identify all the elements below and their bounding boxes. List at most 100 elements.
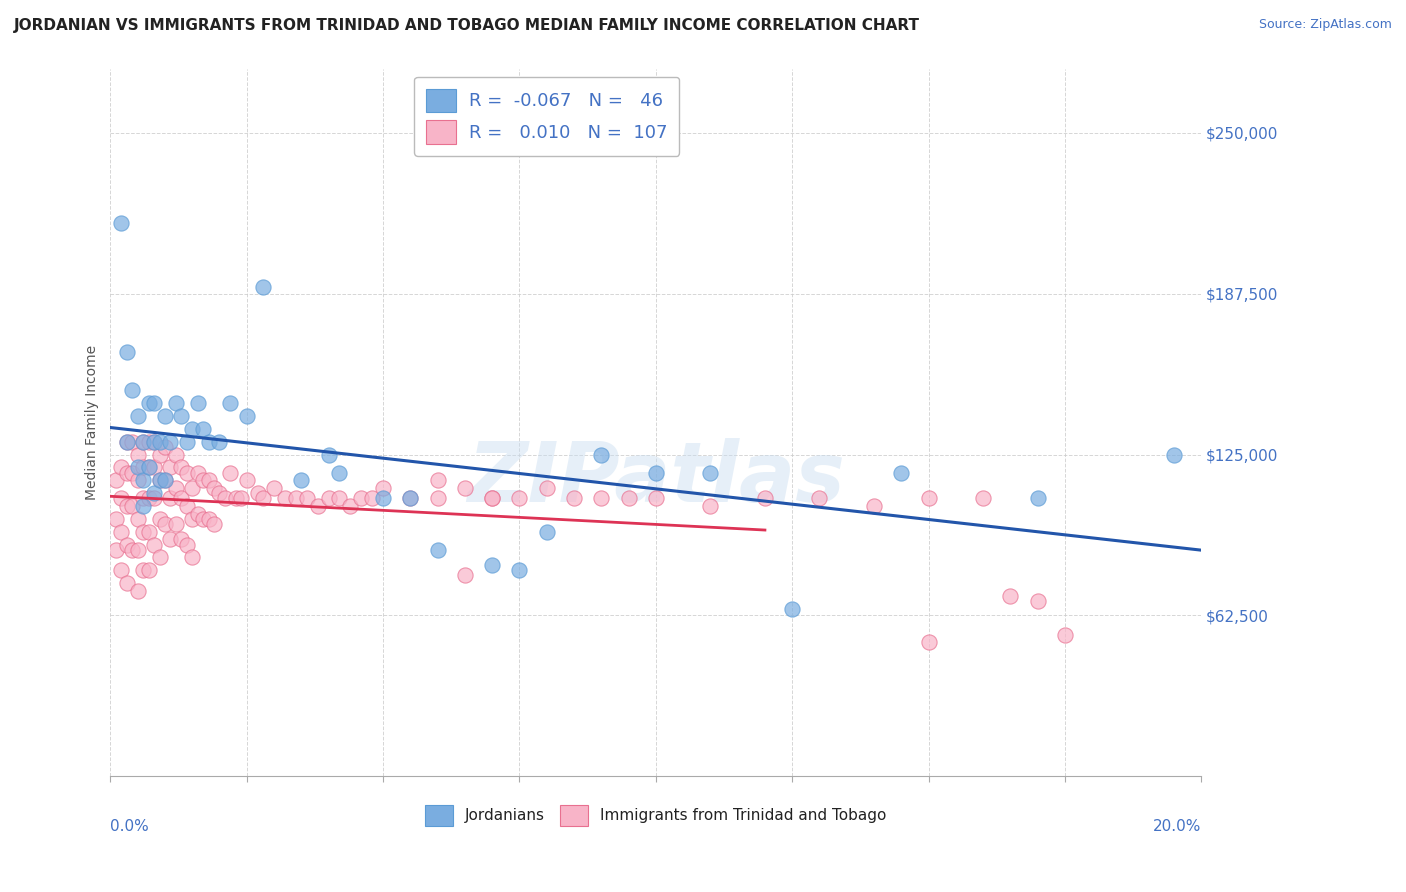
Point (138, 396, 160, 410)
Point (780, 602, 803, 616)
Point (148, 434, 170, 449)
Point (143, 538, 166, 552)
Point (290, 473, 312, 487)
Point (148, 550, 170, 565)
Point (132, 434, 155, 449)
Point (181, 550, 204, 565)
Point (165, 396, 187, 410)
Point (115, 434, 138, 449)
Point (127, 583, 149, 598)
Point (143, 434, 166, 449)
Point (127, 512, 149, 526)
Point (110, 491, 132, 506)
Point (274, 491, 297, 506)
Point (176, 434, 198, 449)
Point (917, 635, 939, 649)
Point (191, 512, 214, 526)
Point (127, 460, 149, 475)
Point (127, 473, 149, 487)
Point (132, 473, 155, 487)
Point (115, 344, 138, 359)
Point (361, 491, 384, 506)
Point (1053, 627, 1076, 641)
Point (153, 440, 176, 454)
Point (143, 486, 166, 500)
Point (148, 473, 170, 487)
Point (115, 576, 138, 591)
Legend: Jordanians, Immigrants from Trinidad and Tobago: Jordanians, Immigrants from Trinidad and… (419, 798, 893, 832)
Y-axis label: Median Family Income: Median Family Income (86, 345, 100, 500)
Point (153, 409, 176, 423)
Point (165, 481, 187, 495)
Point (399, 491, 422, 506)
Point (132, 499, 155, 513)
Point (187, 466, 209, 480)
Point (159, 491, 181, 506)
Point (202, 481, 225, 495)
Point (138, 491, 160, 506)
Point (236, 473, 259, 487)
Point (699, 499, 721, 513)
Point (917, 491, 939, 506)
Point (328, 491, 350, 506)
Point (972, 491, 994, 506)
Point (219, 396, 242, 410)
Point (170, 533, 193, 547)
Point (159, 434, 181, 449)
Point (176, 466, 198, 480)
Point (110, 460, 132, 475)
Point (754, 491, 776, 506)
Point (153, 473, 176, 487)
Point (191, 422, 214, 436)
Point (399, 491, 422, 506)
Point (104, 512, 127, 526)
Point (1026, 594, 1049, 608)
Point (138, 460, 160, 475)
Point (508, 563, 530, 577)
Point (132, 434, 155, 449)
Point (181, 512, 204, 526)
Point (165, 448, 187, 462)
Point (138, 563, 160, 577)
Point (246, 486, 269, 500)
Point (159, 533, 181, 547)
Point (197, 473, 219, 487)
Point (252, 280, 274, 294)
Point (121, 542, 143, 557)
Point (153, 473, 176, 487)
Text: JORDANIAN VS IMMIGRANTS FROM TRINIDAD AND TOBAGO MEDIAN FAMILY INCOME CORRELATIO: JORDANIAN VS IMMIGRANTS FROM TRINIDAD AN… (14, 18, 920, 33)
Point (115, 499, 138, 513)
Point (127, 542, 149, 557)
Point (115, 538, 138, 552)
Point (121, 466, 143, 480)
Text: 0.0%: 0.0% (111, 819, 149, 834)
Point (1000, 589, 1022, 603)
Point (236, 409, 259, 423)
Point (143, 491, 166, 506)
Point (644, 491, 666, 506)
Point (121, 499, 143, 513)
Point (187, 396, 209, 410)
Point (454, 568, 477, 582)
Point (197, 512, 219, 526)
Point (143, 396, 166, 410)
Point (591, 448, 613, 462)
Point (170, 491, 193, 506)
Point (536, 481, 558, 495)
Point (110, 524, 132, 539)
Point (153, 516, 176, 531)
Point (1026, 491, 1049, 506)
Point (481, 491, 503, 506)
Point (1163, 448, 1185, 462)
Point (159, 460, 181, 475)
Point (121, 434, 143, 449)
Point (104, 473, 127, 487)
Point (138, 460, 160, 475)
Point (318, 491, 340, 506)
Point (263, 481, 285, 495)
Point (339, 499, 361, 513)
Point (617, 491, 640, 506)
Point (371, 491, 394, 506)
Point (165, 516, 187, 531)
Point (481, 558, 503, 573)
